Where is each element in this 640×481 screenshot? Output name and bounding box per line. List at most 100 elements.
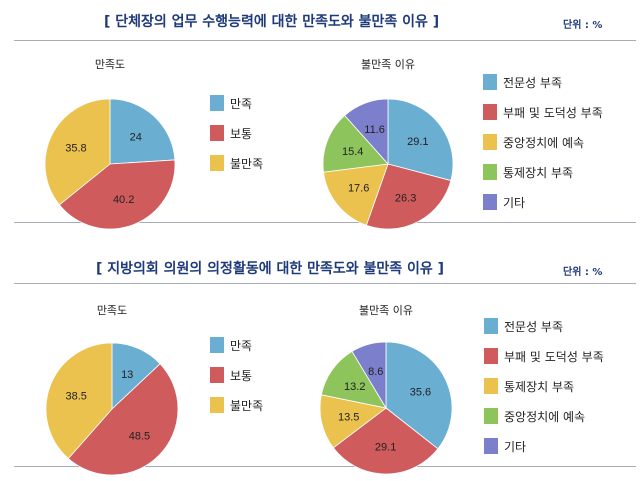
pie-slice (351, 341, 387, 410)
legend-swatch (483, 104, 497, 120)
legend-swatch (210, 337, 224, 353)
slice-data-label: 26.3 (395, 192, 416, 204)
slice-data-label: 38.5 (65, 390, 86, 402)
legend-item: 중앙정치에 예속 (484, 401, 604, 431)
legend-label: 기타 (503, 195, 526, 210)
legend-swatch (483, 134, 497, 150)
legend-item: 전문성 부족 (483, 67, 603, 97)
slice-data-label: 15.4 (342, 146, 363, 158)
pie-slice (319, 394, 387, 449)
divider (14, 222, 636, 223)
pie-slice (344, 98, 389, 166)
unit-label-1: 단위 : % (563, 20, 603, 31)
slice-data-label: 13.2 (344, 381, 365, 393)
pie-slice (323, 163, 389, 226)
legend-swatch (210, 397, 224, 413)
slice-data-label: 8.6 (368, 366, 383, 378)
pie-chart: 29.1 26.3 17.6 15.411.6 (322, 98, 454, 230)
legend-swatch (484, 348, 498, 364)
legend-label: 부패 및 도덕성 부족 (503, 105, 603, 120)
legend-label: 보통 (230, 368, 253, 383)
legend-item: 보통 (210, 118, 263, 148)
legend-label: 기타 (504, 439, 527, 454)
pie-slice (44, 98, 111, 206)
legend-item: 불만족 (210, 148, 263, 178)
legend-label: 전문성 부족 (503, 75, 563, 90)
legend-swatch (484, 378, 498, 394)
unit-label-2: 단위 : % (563, 267, 603, 278)
slice-data-label: 13 (121, 369, 133, 381)
legend-swatch (484, 408, 498, 424)
divider (14, 40, 636, 41)
legend-label: 불만족 (230, 398, 264, 413)
slice-data-label: 35.8 (65, 143, 86, 155)
section-title-2: [ 지방의회 의원의 의정활동에 대한 만족도와 불만족 이유 ] (96, 261, 445, 277)
pie-slice (387, 98, 454, 182)
legend-swatch (210, 155, 224, 171)
pie-slice (385, 341, 453, 450)
pie-slice (332, 407, 439, 475)
legend-item: 보통 (210, 360, 263, 390)
legend-label: 보통 (230, 126, 253, 141)
legend-item: 통제장치 부족 (484, 371, 604, 401)
pie-slice (58, 159, 176, 230)
legend-item: 불만족 (210, 390, 263, 420)
legend-swatch (210, 125, 224, 141)
slice-data-label: 11.6 (364, 124, 385, 136)
pie-slice (109, 98, 176, 165)
divider (14, 466, 636, 467)
pie-title: 불만족 이유 (360, 58, 416, 71)
legend-label: 만족 (230, 96, 253, 111)
slice-data-label: 35.6 (410, 386, 431, 398)
legend-label: 전문성 부족 (504, 319, 564, 334)
slice-data-label: 48.5 (129, 431, 150, 443)
legend-item: 통제장치 부족 (483, 157, 603, 187)
legend-label: 만족 (230, 338, 253, 353)
pie-slice (320, 350, 387, 409)
legend-item: 만족 (210, 88, 263, 118)
pie-title: 만족도 (96, 304, 128, 317)
pie-slice (67, 363, 179, 476)
slice-data-label: 17.6 (348, 183, 369, 195)
slice-data-label: 29.1 (407, 136, 428, 148)
slice-data-label: 40.2 (113, 194, 134, 206)
slice-data-label: 29.1 (375, 441, 396, 453)
pie-slice (45, 342, 113, 460)
legend-item: 중앙정치에 예속 (483, 127, 603, 157)
legend-item: 부패 및 도덕성 부족 (484, 341, 604, 371)
pie-title: 불만족 이유 (358, 304, 414, 317)
legend-swatch (210, 367, 224, 383)
pie-title: 만족도 (94, 58, 126, 71)
legend-swatch (210, 95, 224, 111)
legend-label: 부패 및 도덕성 부족 (504, 349, 604, 364)
legend-swatch (484, 318, 498, 334)
pie-chart: 13 48.5 38.5 (45, 342, 179, 476)
pie-chart: 24 40.2 35.8 (44, 98, 176, 230)
slice-data-label: 13.5 (338, 411, 359, 423)
legend-item: 만족 (210, 330, 263, 360)
legend-swatch (483, 194, 497, 210)
legend-label: 중앙정치에 예속 (503, 135, 585, 150)
legend-item: 전문성 부족 (484, 311, 604, 341)
legend-label: 통제장치 부족 (504, 379, 575, 394)
legend-label: 불만족 (230, 156, 264, 171)
pie-slice (365, 163, 452, 230)
legend-swatch (483, 74, 497, 90)
legend-swatch (484, 438, 498, 454)
slice-data-label: 24 (130, 132, 142, 144)
legend-swatch (483, 164, 497, 180)
divider (14, 283, 636, 284)
pie-slice (322, 114, 389, 173)
legend-item: 기타 (483, 187, 603, 217)
section-title-1: [ 단체장의 업무 수행능력에 대한 만족도와 불만족 이유 ] (104, 14, 440, 30)
legend-label: 중앙정치에 예속 (504, 409, 586, 424)
legend-item: 기타 (484, 431, 604, 461)
legend-item: 부패 및 도덕성 부족 (483, 97, 603, 127)
legend-label: 통제장치 부족 (503, 165, 574, 180)
pie-chart: 35.6 29.1 13.5 13.28.6 (319, 341, 453, 475)
